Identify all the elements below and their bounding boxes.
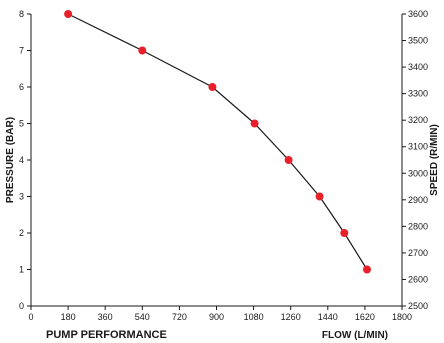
x-tick-label: 720: [172, 312, 187, 322]
y-axis-title: PRESSURE (BAR): [5, 117, 16, 203]
y2-tick-label: 3000: [408, 168, 428, 178]
axes: [30, 14, 403, 307]
data-point: [340, 229, 349, 237]
y-tick-label: 4: [19, 155, 24, 165]
x-ticks: 0 180 360 540 720 900 1080 1260 1440 1620 1800: [28, 306, 412, 322]
x-tick-label: 1800: [392, 312, 412, 322]
y2-tick-label: 3600: [408, 9, 428, 19]
x-tick-label: 1080: [244, 312, 264, 322]
data-point: [250, 119, 259, 128]
data-point: [284, 156, 293, 164]
y-tick-label: 7: [19, 46, 24, 56]
y-ticks: 0 1 2 3 4 5 6 7 8: [19, 9, 31, 311]
y-tick-label: 1: [19, 265, 24, 275]
y2-tick-label: 2900: [408, 195, 428, 205]
y-tick-label: 2: [19, 228, 24, 238]
data-point: [315, 192, 324, 201]
data-point: [208, 83, 217, 91]
y2-tick-label: 2500: [408, 301, 428, 311]
x-tick-label: 0: [28, 312, 33, 322]
y2-tick-label: 3200: [408, 115, 428, 125]
data-point: [64, 10, 73, 18]
x-tick-label: 1260: [281, 312, 301, 322]
y2-ticks: 2500 2600 2700 2800 2900 3000 3100 3200 3300 3400…: [402, 9, 428, 311]
y2-tick-label: 2800: [408, 221, 428, 231]
series-line: [67, 13, 368, 270]
y2-tick-label: 3400: [408, 62, 428, 72]
series-layer: [64, 10, 371, 274]
y2-tick-label: 2700: [408, 248, 428, 258]
y-tick-label: 6: [19, 82, 24, 92]
x-tick-label: 360: [98, 312, 113, 322]
y2-tick-label: 3100: [408, 142, 428, 152]
y-tick-label: 0: [19, 301, 24, 311]
x-tick-label: 180: [61, 312, 76, 322]
x-tick-label: 1440: [318, 312, 338, 322]
chart-title: PUMP PERFORMANCE: [46, 329, 167, 341]
y2-axis-title: SPEED (R/MIN): [429, 124, 440, 196]
x-tick-label: 1620: [355, 312, 375, 322]
y2-tick-label: 3500: [408, 36, 428, 46]
x-tick-label: 540: [135, 312, 150, 322]
y2-tick-label: 2600: [408, 274, 428, 284]
data-point: [138, 46, 147, 55]
y-tick-label: 5: [19, 119, 24, 129]
data-point: [363, 265, 371, 274]
y2-tick-label: 3300: [408, 89, 428, 99]
y-tick-label: 3: [19, 192, 24, 202]
x-axis-title: FLOW (L/MIN): [322, 330, 388, 341]
y-tick-label: 8: [19, 9, 24, 19]
x-tick-label: 900: [209, 312, 224, 322]
